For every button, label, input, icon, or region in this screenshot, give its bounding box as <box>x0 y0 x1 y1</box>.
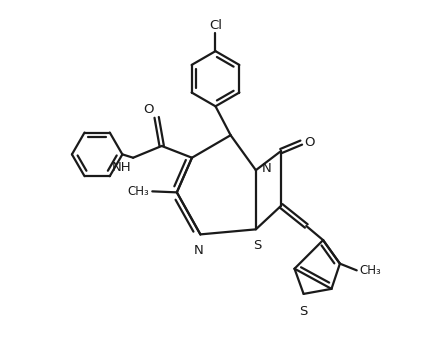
Text: CH₃: CH₃ <box>359 264 380 277</box>
Text: S: S <box>253 239 261 253</box>
Text: O: O <box>303 136 314 149</box>
Text: NH: NH <box>111 161 131 174</box>
Text: O: O <box>142 103 153 116</box>
Text: N: N <box>261 162 271 175</box>
Text: S: S <box>299 305 307 318</box>
Text: Cl: Cl <box>209 19 221 32</box>
Text: N: N <box>194 244 203 258</box>
Text: CH₃: CH₃ <box>127 185 149 198</box>
